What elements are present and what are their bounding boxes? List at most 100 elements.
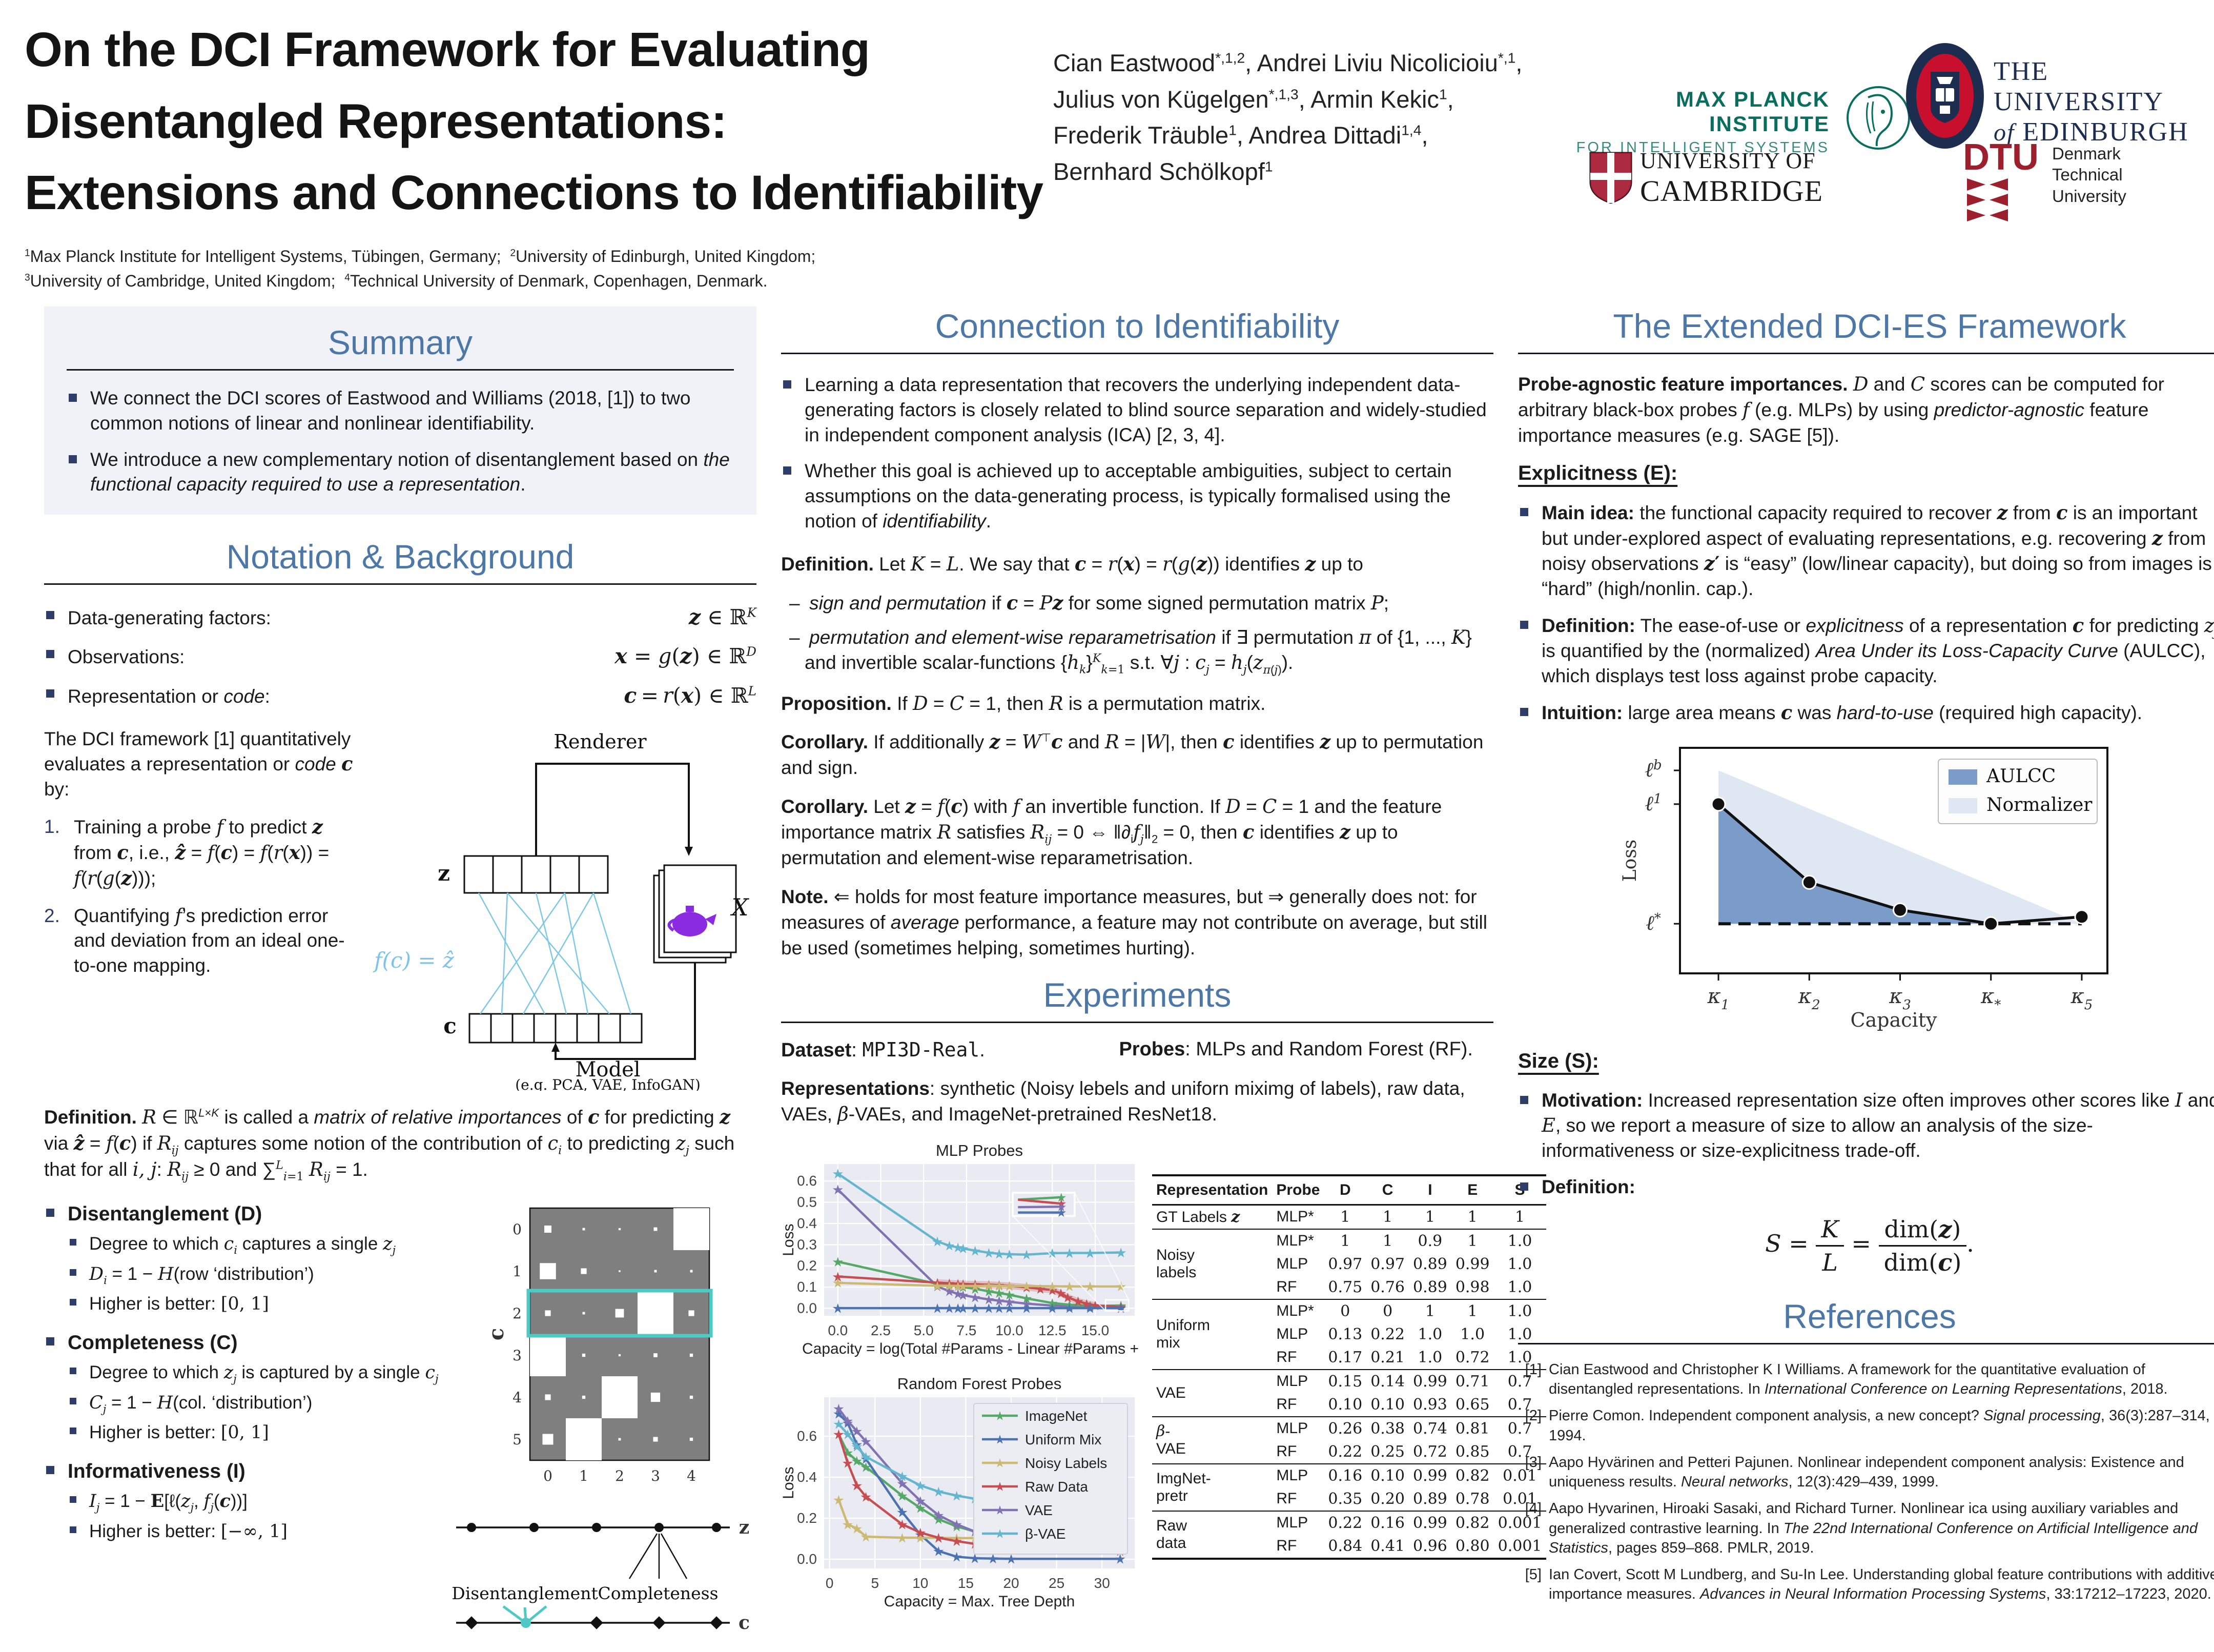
metric-disentanglement: Disentanglement (D) Degree to which ci c… (44, 1201, 483, 1316)
svg-text:★: ★ (957, 1300, 969, 1316)
cambridge-shield-icon (1589, 152, 1632, 204)
svg-text:10.0: 10.0 (995, 1322, 1023, 1338)
svg-text:★: ★ (983, 1278, 995, 1293)
svg-text:★: ★ (860, 1451, 872, 1466)
bullet-item: Intuition: large area means c was hard-t… (1518, 700, 2214, 726)
corollary-2: Corollary. Let z = f(c) with f an invert… (781, 795, 1442, 869)
logo-strip: MAX PLANCK INSTITUTE FOR INTELLIGENT SYS… (1543, 21, 2204, 226)
svg-text:Normalizer: Normalizer (1986, 794, 2093, 815)
svg-text:c: c (443, 1013, 457, 1038)
svg-text:★: ★ (1115, 1245, 1127, 1260)
references-title: References (1783, 1297, 1956, 1335)
table-row: RF 0.17 0.21 1.0 0.72 1.0 (1276, 1348, 1532, 1367)
extended-title: The Extended DCI-ES Framework (1613, 307, 2126, 345)
svg-text:1: 1 (512, 1263, 522, 1280)
svg-text:0: 0 (512, 1221, 522, 1238)
svg-text:0.2: 0.2 (797, 1258, 817, 1274)
svg-text:0.0: 0.0 (797, 1551, 817, 1567)
dci-step: 2. Quantifying f’s prediction error and d… (44, 904, 345, 976)
bullet-item: Main idea: the functional capacity requi… (1518, 500, 2214, 602)
mpi-logo: MAX PLANCK INSTITUTE FOR INTELLIGENT SYS… (1563, 87, 1830, 156)
svg-text:★: ★ (842, 1426, 853, 1442)
svg-text:★: ★ (896, 1530, 908, 1545)
svg-text:★: ★ (1020, 1280, 1032, 1295)
svg-text:★: ★ (983, 1292, 995, 1307)
svg-text:★: ★ (1003, 1287, 1015, 1302)
svg-text:VAE: VAE (1025, 1502, 1053, 1518)
note: Note. ⇐ holds for most feature importanc… (781, 886, 1487, 959)
dash-item: – permutation and element-wise reparamet… (789, 626, 1472, 677)
svg-text:★: ★ (969, 1278, 981, 1294)
svg-text:★: ★ (1089, 1298, 1101, 1313)
affiliations: 1Max Planck Institute for Intelligent Sy… (25, 247, 816, 290)
svg-text:★: ★ (860, 1529, 872, 1544)
svg-text:15: 15 (958, 1575, 974, 1591)
svg-text:★: ★ (944, 1238, 955, 1254)
svg-text:★: ★ (944, 1278, 955, 1294)
svg-text:5: 5 (512, 1431, 522, 1448)
svg-text:10: 10 (912, 1575, 928, 1591)
divider (1518, 1342, 2214, 1344)
svg-text:c: c (739, 1612, 750, 1634)
svg-text:★: ★ (1034, 1281, 1046, 1297)
svg-text:κ*: κ* (1980, 985, 2001, 1013)
svg-text:★: ★ (944, 1276, 955, 1291)
reference-item: [2] Pierre Comon. Independent component a… (1525, 1408, 2210, 1444)
svg-text:★: ★ (1003, 1247, 1015, 1262)
svg-text:κ5: κ5 (2070, 985, 2093, 1013)
svg-text:15.0: 15.0 (1081, 1322, 1110, 1338)
svg-text:0.3: 0.3 (797, 1236, 817, 1252)
svg-text:★: ★ (931, 1278, 943, 1294)
mpi-logo-text: MAX PLANCK INSTITUTE (1676, 87, 1830, 136)
svg-text:★: ★ (994, 1480, 1006, 1494)
extended-framework-section: The Extended DCI-ES Framework Probe-agno… (1518, 307, 2214, 1276)
svg-text:★: ★ (1063, 1279, 1075, 1294)
svg-text:★: ★ (1063, 1246, 1075, 1261)
svg-text:★: ★ (832, 1300, 844, 1316)
svg-text:★: ★ (952, 1240, 963, 1255)
table-row: ImgNet-pretr MLP 0.16 0.10 0.99 0.82 0.01 (1152, 1463, 1546, 1511)
svg-text:★: ★ (914, 1493, 926, 1508)
svg-text:★: ★ (1115, 1300, 1127, 1316)
table-row: RF 0.10 0.10 0.93 0.65 0.7 (1276, 1395, 1532, 1414)
svg-text:★: ★ (969, 1290, 981, 1305)
svg-text:Noisy Labels: Noisy Labels (1025, 1455, 1107, 1471)
table-row: VAE MLP 0.15 0.14 0.99 0.71 0.7 (1152, 1369, 1546, 1417)
svg-text:★: ★ (1003, 1294, 1015, 1310)
svg-text:★: ★ (832, 1254, 844, 1270)
dash-item: – sign and permutation if c = Pz for som… (789, 591, 1389, 614)
size-heading: Size (S): (1518, 1050, 1599, 1073)
metric-sub: Higher is better: [0, 1] (68, 1292, 483, 1316)
notation-title: Notation & Background (226, 538, 575, 576)
dci-step: 1. Training a probe f to predict z from c… (44, 815, 330, 889)
svg-text:0.6: 0.6 (797, 1173, 817, 1189)
notation-item: Data-generating factors: z ∈ ℝK (44, 603, 756, 631)
metric-sub: Ij = 1 − E[ℓ(zj, fj(c))] (68, 1490, 483, 1514)
svg-text:★: ★ (957, 1241, 969, 1256)
table-header-s: S (1493, 1174, 1546, 1206)
svg-text:★: ★ (969, 1243, 981, 1258)
summary-section: Summary We connect the DCI scores of Eas… (44, 307, 756, 515)
svg-text:Capacity = Max. Tree Depth: Capacity = Max. Tree Depth (884, 1593, 1075, 1610)
svg-text:★: ★ (944, 1300, 955, 1316)
svg-text:★: ★ (842, 1415, 853, 1431)
svg-text:Capacity: Capacity (1851, 1009, 1937, 1031)
bullet-item: Definition: The ease-of-use or explicitn… (1518, 613, 2214, 688)
svg-text:f(c) = ẑ: f(c) = ẑ (373, 948, 455, 973)
svg-text:★: ★ (1056, 1191, 1067, 1205)
edinburgh-crest-icon (1906, 43, 1984, 149)
divider (781, 353, 1493, 354)
svg-text:★: ★ (914, 1478, 926, 1493)
metric-sub: Di = 1 − H(row ‘distribution’) (68, 1262, 483, 1287)
svg-text:★: ★ (860, 1449, 872, 1464)
svg-text:Loss: Loss (781, 1223, 797, 1256)
svg-text:★: ★ (952, 1300, 963, 1316)
svg-text:★: ★ (1056, 1200, 1067, 1214)
notation-section: Notation & Background Data-generating fa… (44, 537, 756, 1651)
svg-text:★: ★ (951, 1549, 962, 1564)
identifiability-definition: Definition. Let K = L. We say that c = r… (781, 552, 1363, 575)
table-row: RF 0.22 0.25 0.72 0.85 0.7 (1276, 1442, 1532, 1461)
reference-item: [1] Cian Eastwood and Christopher K I Wil… (1525, 1361, 2168, 1398)
